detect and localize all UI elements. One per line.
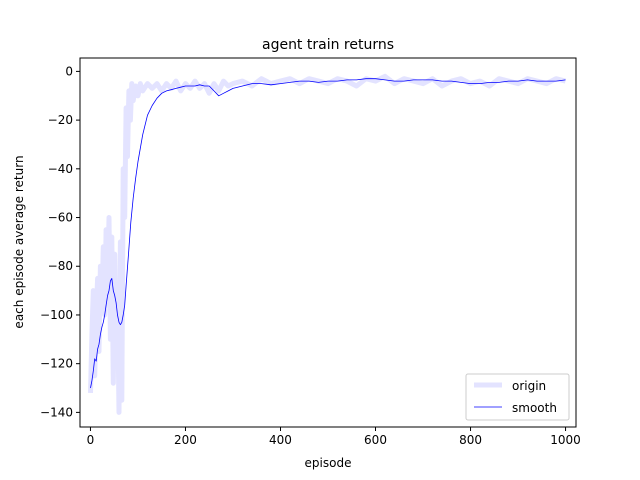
- y-tick-label: −80: [48, 259, 73, 273]
- y-tick-label: 0: [65, 64, 73, 78]
- plot-frame: [79, 57, 577, 428]
- y-tick-label: −100: [40, 308, 73, 322]
- y-tick-label: −20: [48, 113, 73, 127]
- x-tick-label: 1000: [550, 433, 581, 447]
- plot-lines: [88, 73, 567, 415]
- series-line-smooth: [90, 78, 566, 389]
- x-tick-label: 600: [364, 433, 387, 447]
- y-tick-label: −140: [40, 405, 73, 419]
- x-axis-ticks: 0 200 400 600 800 1000: [87, 427, 581, 447]
- legend: origin smooth: [465, 373, 570, 421]
- y-tick-label: −60: [48, 211, 73, 225]
- legend-label-smooth: smooth: [512, 401, 557, 415]
- legend-label-origin: origin: [512, 379, 546, 393]
- x-tick-label: 200: [174, 433, 197, 447]
- chart-title: agent train returns: [262, 37, 394, 53]
- y-axis-label: each episode average return: [12, 155, 26, 328]
- series-line-origin: [88, 73, 567, 415]
- x-tick-label: 400: [269, 433, 292, 447]
- x-axis-label: episode: [305, 456, 352, 470]
- y-axis-ticks: 0 −20 −40 −60 −80 −100 −120 −140: [40, 64, 80, 419]
- y-tick-label: −40: [48, 162, 73, 176]
- y-tick-label: −120: [40, 357, 73, 371]
- x-tick-label: 0: [87, 433, 95, 447]
- x-tick-label: 800: [459, 433, 482, 447]
